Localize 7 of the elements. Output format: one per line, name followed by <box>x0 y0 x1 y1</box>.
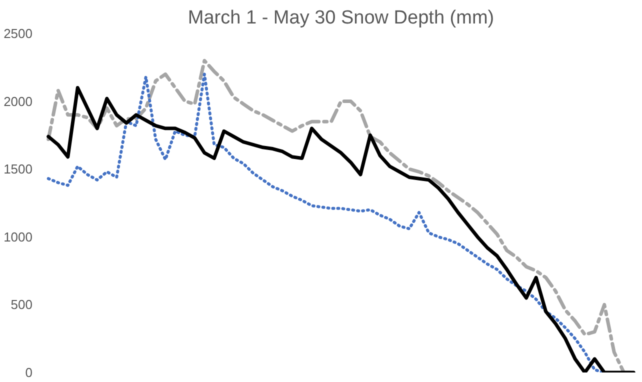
y-tick-label: 2500 <box>4 26 32 41</box>
y-tick-label: 500 <box>10 297 33 312</box>
chart-title: March 1 - May 30 Snow Depth (mm) <box>188 8 494 28</box>
y-tick-label: 0 <box>25 365 33 380</box>
y-tick-label: 1000 <box>4 229 32 244</box>
y-tick-label: 2000 <box>4 94 32 109</box>
y-tick-label: 1500 <box>4 162 32 177</box>
